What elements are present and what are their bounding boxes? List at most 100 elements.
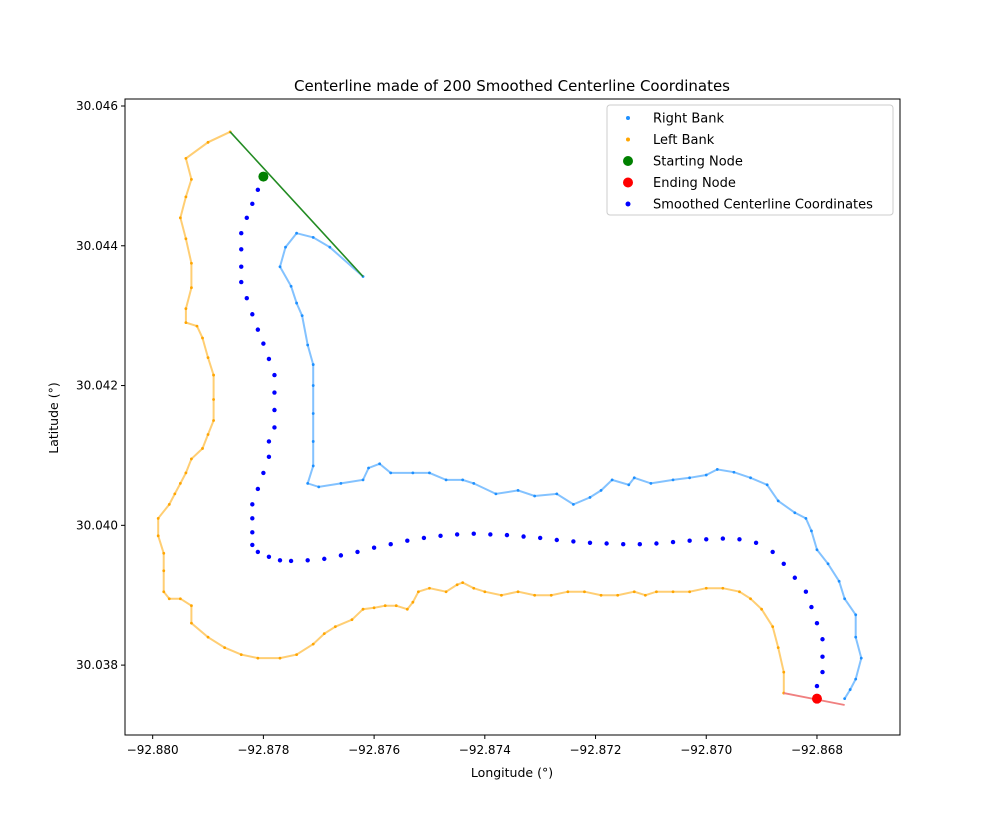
left-bank-point (566, 590, 570, 594)
left-bank-point (190, 604, 193, 608)
right-bank-point (649, 481, 653, 485)
left-bank-point (206, 140, 210, 144)
centerline-point (261, 470, 266, 476)
centerline-point (604, 541, 609, 546)
y-axis-label: Latitude (°) (46, 382, 61, 453)
chart-title: Centerline made of 200 Smoothed Centerli… (294, 77, 730, 95)
y-axis-ticks: 30.038 30.040 30.042 30.044 30.046 (76, 99, 125, 672)
centerline-point (571, 539, 576, 544)
right-bank-point (361, 478, 365, 482)
left-bank-point (201, 447, 204, 450)
left-bank-point (212, 419, 215, 422)
centerline-point (654, 541, 659, 546)
centerline-point (587, 540, 593, 546)
y-tick-label: 30.046 (76, 99, 118, 113)
right-bank-point (411, 471, 415, 475)
centerline-point (355, 549, 360, 555)
left-bank-point (311, 642, 315, 646)
centerline-point (239, 264, 244, 269)
x-tick-label: −92.872 (570, 743, 622, 757)
centerline-point (250, 542, 255, 548)
left-bank-point (500, 593, 503, 597)
right-bank-point (688, 476, 692, 480)
right-bank-point (804, 516, 808, 520)
left-bank-point (632, 590, 636, 594)
centerline-point (637, 542, 643, 547)
left-bank-point (416, 590, 420, 594)
centerline-point (277, 558, 283, 563)
centerline-point (272, 407, 277, 413)
left-bank-point (350, 618, 354, 622)
x-tick-label: −92.874 (459, 743, 511, 757)
left-bank-point (184, 237, 188, 241)
right-bank-point (555, 492, 559, 496)
left-bank-point (782, 670, 786, 674)
centerline-point (820, 637, 825, 642)
right-bank-point (311, 440, 315, 443)
right-bank-point (793, 511, 797, 515)
left-bank-point (201, 336, 204, 340)
right-bank-point (494, 492, 498, 496)
centerline-point (737, 537, 742, 542)
centerline-point (471, 531, 476, 536)
centerline-point (266, 554, 272, 559)
left-bank-point (295, 653, 299, 657)
right-bank-point (284, 245, 287, 249)
centerline-point (670, 539, 676, 545)
right-bank-point (843, 697, 847, 701)
centerline-point (261, 341, 266, 346)
right-bank-point (317, 485, 321, 489)
left-bank-point (190, 621, 193, 625)
centerline-point (250, 312, 255, 317)
legend-label: Starting Node (653, 155, 743, 170)
left-bank-point (239, 653, 243, 657)
left-bank-point (184, 195, 188, 199)
centerline-point (239, 247, 244, 252)
left-bank-point (190, 457, 193, 461)
left-bank-point (688, 590, 692, 594)
centerline-point (720, 536, 726, 541)
right-bank-point (810, 529, 813, 533)
right-bank-point (472, 481, 476, 485)
left-bank-point (738, 590, 741, 594)
centerline-point (266, 439, 272, 444)
right-bank-point (461, 478, 465, 482)
left-bank-point (760, 607, 764, 611)
left-bank-point (256, 656, 260, 660)
centerline-point (250, 201, 255, 207)
left-bank-point (394, 604, 398, 608)
left-bank-point (206, 433, 210, 436)
centerline-point (820, 669, 825, 675)
right-bank-point (848, 688, 852, 691)
left-bank-point (549, 593, 553, 597)
left-bank-point (184, 157, 188, 160)
legend-marker (626, 137, 630, 142)
centerline-point (521, 534, 526, 539)
right-bank-point (704, 473, 708, 477)
centerline-point (704, 537, 709, 542)
left-bank-point (616, 593, 620, 597)
left-bank-point (212, 398, 215, 401)
centerline-point (266, 356, 272, 362)
left-bank-point (184, 307, 188, 311)
right-bank-point (599, 488, 603, 492)
left-bank-point (162, 590, 166, 594)
x-axis-label: Longitude (°) (471, 765, 553, 780)
centerline-point (239, 230, 244, 236)
left-bank-point (516, 590, 520, 594)
legend-marker (626, 116, 630, 120)
right-bank-point (533, 494, 537, 498)
left-bank-point (212, 373, 215, 377)
plot-content (156, 130, 863, 706)
left-bank-point (190, 261, 193, 265)
right-bank-point (859, 656, 863, 660)
right-bank-point (378, 462, 382, 466)
right-bank-point (854, 635, 858, 639)
centerline-point (438, 533, 443, 539)
left-bank-point (178, 597, 182, 601)
left-bank-point (643, 593, 647, 597)
y-tick-label: 30.044 (76, 239, 118, 253)
right-bank-point (278, 265, 282, 269)
centerline-point (255, 187, 261, 193)
centerline-point (781, 561, 786, 566)
